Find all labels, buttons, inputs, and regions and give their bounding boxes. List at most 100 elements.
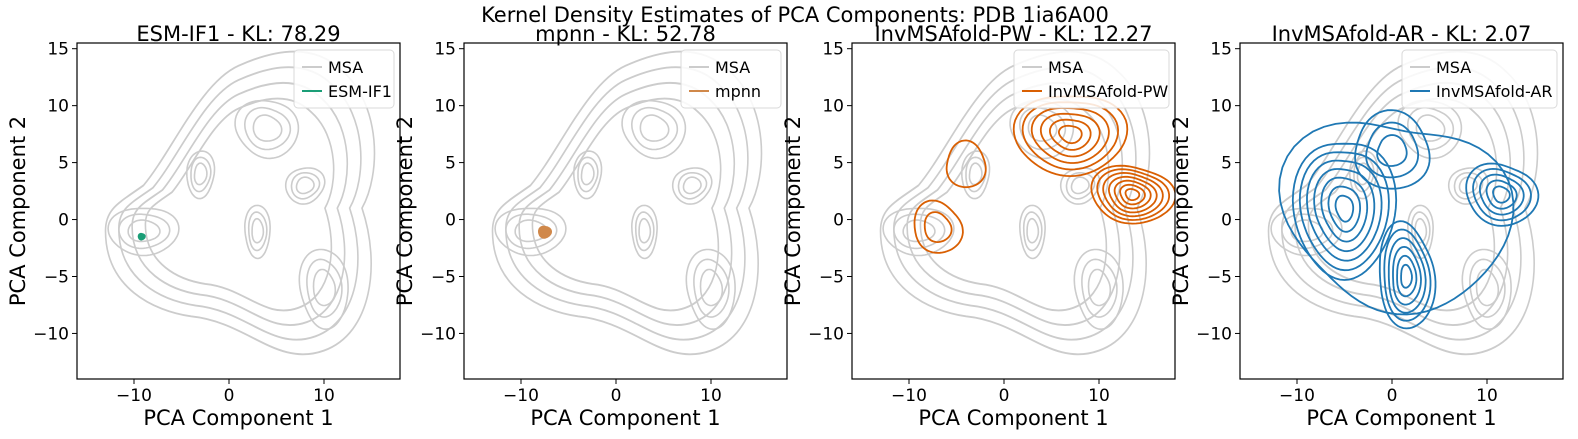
series-esm: [137, 232, 146, 241]
msa-contour-line: [127, 219, 161, 243]
legend-box: [1013, 49, 1170, 109]
msa-contour-line: [634, 211, 655, 252]
msa-contour-line: [573, 150, 603, 200]
msa-contour-line: [1349, 150, 1379, 200]
x-tick-label: −10: [1279, 386, 1315, 406]
msa-contour-line: [1415, 114, 1446, 142]
msa-contour-line: [118, 213, 171, 250]
y-axis-label: PCA Component 2: [781, 116, 805, 306]
msa-contours: [493, 52, 762, 355]
density-contour-line: [1327, 185, 1362, 233]
series-mpnn: [538, 225, 552, 239]
density-contour-line: [913, 199, 964, 254]
x-tick-label: 10: [1476, 386, 1498, 406]
y-tick-label: 10: [822, 97, 844, 117]
msa-contour-line: [693, 258, 730, 318]
msa-contour-line: [1087, 268, 1112, 307]
density-contour-line: [1392, 245, 1422, 306]
legend-label: ESM-IF1: [328, 82, 392, 101]
plot-frame: [76, 42, 401, 380]
y-tick-label: 10: [1210, 97, 1232, 117]
density-contour-line: [1354, 109, 1431, 190]
y-tick-label: −10: [808, 324, 844, 344]
msa-contour-line: [677, 172, 708, 200]
msa-contour-line: [671, 167, 713, 205]
msa-contour-line: [1018, 106, 1067, 151]
panel-title: ESM-IF1 - KL: 78.29: [136, 22, 340, 46]
legend-label: InvMSAfold-AR: [1436, 82, 1552, 101]
msa-contour-line: [580, 162, 595, 186]
y-tick-label: 15: [434, 40, 456, 60]
legend-label: MSA: [328, 58, 363, 77]
x-axis-label: PCA Component 1: [530, 406, 720, 430]
figure-title: Kernel Density Estimates of PCA Componen…: [481, 3, 1109, 27]
msa-contour-line: [1081, 258, 1118, 318]
msa-contour-line: [494, 207, 567, 257]
msa-contour-line: [505, 213, 558, 250]
panel-title: InvMSAfold-AR - KL: 2.07: [1272, 22, 1532, 46]
msa-contour-line: [295, 176, 315, 195]
density-contour-line: [1485, 179, 1518, 210]
y-tick-label: 0: [445, 211, 456, 231]
density-contour-line: [945, 139, 987, 189]
density-contour-line: [1102, 171, 1164, 218]
x-tick-label: −10: [891, 386, 927, 406]
msa-contour-line: [1073, 248, 1124, 331]
density-blob: [538, 225, 552, 239]
y-tick-label: 15: [1210, 40, 1232, 60]
msa-contour-line: [1458, 176, 1478, 195]
y-tick-label: 5: [58, 154, 69, 174]
y-tick-label: −5: [1207, 267, 1232, 287]
y-axis-label: PCA Component 2: [1169, 116, 1193, 306]
msa-contour-line: [514, 219, 548, 243]
x-tick-label: 0: [1387, 386, 1398, 406]
y-tick-label: 0: [1221, 211, 1232, 231]
msa-contour-line: [193, 162, 208, 186]
panel-title: InvMSAfold-PW - KL: 12.27: [874, 22, 1152, 46]
density-contour-line: [1320, 176, 1369, 243]
density-contour-line: [1107, 175, 1158, 214]
msa-contour-line: [284, 167, 326, 205]
plot-area: [1269, 52, 1539, 355]
msa-contour-line: [298, 248, 349, 331]
density-contour-line: [1048, 118, 1092, 151]
x-tick-label: −10: [503, 386, 539, 406]
x-tick-label: 10: [313, 386, 335, 406]
panel-title: mpnn - KL: 52.78: [535, 22, 716, 46]
x-tick-label: 0: [999, 386, 1010, 406]
msa-contour-line: [621, 99, 687, 160]
density-contour-line: [1096, 168, 1170, 221]
density-contour-line: [1119, 183, 1146, 206]
msa-contour-line: [186, 150, 216, 200]
msa-contour-line: [312, 268, 337, 307]
density-contour-line: [1124, 188, 1141, 201]
msa-contour-line: [1447, 167, 1489, 205]
panel-4: −10 0 10 −10 −5 0 5 10 15 InvMSAfold-AR - KL: 2.0…: [1169, 22, 1564, 430]
density-contour-line: [1365, 121, 1419, 179]
plot-area: [493, 52, 762, 355]
legend: MSA ESM-IF1: [293, 49, 395, 109]
x-tick-label: 0: [224, 386, 235, 406]
msa-contour-line: [1022, 211, 1043, 252]
legend-label: InvMSAfold-PW: [1048, 82, 1168, 101]
density-contour-line: [1387, 237, 1427, 314]
legend-box: [680, 49, 782, 109]
density-contour-line: [1113, 179, 1152, 210]
msa-contour-line: [1281, 213, 1334, 250]
msa-contour-line: [682, 176, 702, 195]
msa-contour-line: [699, 268, 724, 307]
x-axis-label: PCA Component 1: [143, 406, 333, 430]
legend-box: [293, 49, 395, 109]
msa-contour-line: [1475, 268, 1500, 307]
density-contour-line: [923, 211, 953, 244]
legend-label: MSA: [1436, 58, 1471, 77]
msa-contours: [881, 52, 1150, 355]
y-tick-label: 5: [1221, 154, 1232, 174]
density-contour-line: [1313, 168, 1376, 253]
y-tick-label: −10: [420, 324, 456, 344]
series-pw: [913, 95, 1175, 254]
y-tick-label: 10: [434, 97, 456, 117]
msa-contour-line: [1353, 156, 1375, 193]
y-tick-label: −5: [819, 267, 844, 287]
